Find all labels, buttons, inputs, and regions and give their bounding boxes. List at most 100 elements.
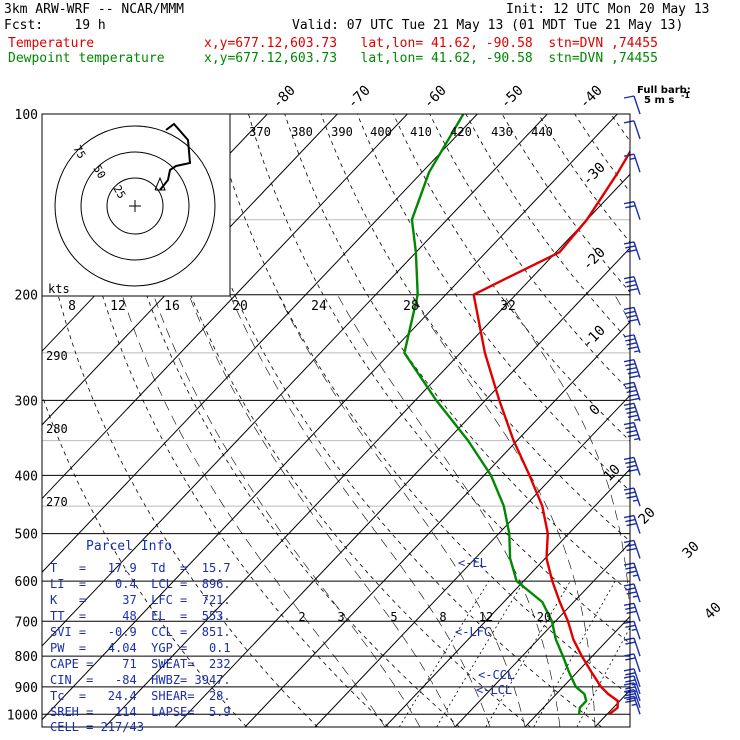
wind-barb-flag (629, 375, 640, 379)
wind-barb-half-flag (634, 418, 640, 421)
isotherm-line (384, 468, 630, 727)
moist-adiabat-line (700, 295, 738, 727)
parcel-row: TT = 48 EL = 553. (50, 609, 231, 623)
wind-barb-flag (623, 637, 635, 641)
wind-barb-flag (626, 342, 637, 346)
isotherm-line (244, 321, 630, 727)
wind-barb-flag (623, 675, 635, 679)
temperature-tick-label: -80 (270, 83, 299, 112)
temperature-profile-line (472, 149, 630, 716)
wind-barb-flag (626, 410, 637, 414)
theta-label: 400 (370, 125, 392, 139)
wind-barb-flag (623, 95, 635, 99)
barb-legend-title: Full barb: (637, 85, 691, 96)
wind-barb-flag (626, 367, 637, 371)
wind-barb-flag (623, 695, 635, 699)
dry-adiabat-line (429, 114, 630, 392)
wind-barb-staff (633, 653, 641, 673)
wind-barb-staff (633, 241, 641, 261)
wind-barb-staff (633, 603, 641, 622)
moist-adiabat-line (735, 295, 740, 727)
parcel-row: CAPE = 71 SWEAT= 232 (50, 657, 231, 671)
wind-barb-staff (633, 201, 641, 220)
wind-barb-staff (633, 621, 641, 640)
moist-adiabat-line (229, 294, 491, 727)
wind-barb (623, 602, 641, 622)
wind-barb-staff (633, 422, 641, 441)
wind-barb (623, 583, 641, 603)
wind-barb (623, 95, 641, 115)
wind-barb-staff (633, 515, 641, 534)
wind-barb-flag (627, 318, 639, 323)
wind-barb-flag (623, 583, 635, 587)
wind-barb-flag (626, 696, 637, 701)
hodograph-box (41, 113, 231, 297)
isotherm-line (735, 114, 740, 727)
wind-barb-staff (633, 359, 641, 378)
temperature-tick-label: -30 (580, 160, 609, 189)
hodograph-trace (159, 122, 192, 191)
pressure-tick-label: 300 (15, 394, 38, 409)
wind-barb-flag (623, 402, 635, 406)
temperature-tick-label: -50 (498, 83, 527, 112)
mixing-ratio-line (533, 580, 616, 727)
wind-barb-flag (626, 429, 637, 434)
wind-barb-flag (623, 421, 635, 426)
pressure-tick-label: 700 (15, 615, 38, 630)
parcel-row: CELL = 217/43 (50, 720, 144, 734)
wind-barb-staff (633, 696, 641, 715)
temperature-tick-label: 0 (587, 402, 604, 419)
dewpoint-location: x,y=677.12,603.73 lat,lon= 41.62, -90.58… (204, 51, 658, 66)
wind-barb (623, 487, 641, 507)
pressure-tick-label: 100 (15, 108, 38, 123)
parcel-row: SREH = 114 LAPSE= 5.9 (50, 705, 231, 719)
pressure-tick-label: 900 (15, 681, 38, 696)
dewpoint-profile-line (403, 114, 588, 715)
wind-barb-flag (627, 371, 639, 375)
level-marker-label: <-LFC (455, 625, 491, 639)
theta-label: 280 (46, 422, 68, 436)
init-time: Init: 12 UTC Mon 20 May 13 (506, 2, 710, 17)
wind-barb-staff (633, 95, 641, 115)
wind-barb (623, 359, 641, 379)
wind-barb-half-flag (634, 350, 640, 353)
wind-barb-flag (623, 153, 635, 157)
mixing-ratio-line (634, 581, 709, 727)
isotherm-line (314, 394, 630, 727)
wind-barb-flag (626, 690, 637, 694)
mixing-ratio-line (576, 626, 630, 727)
dry-adiabat-line (356, 114, 630, 492)
wind-barb-flag (626, 464, 637, 469)
wind-barb-flag (626, 249, 637, 253)
moist-adiabat-line (337, 294, 561, 727)
level-marker-label: <-LCL (476, 683, 512, 697)
temperature-tick-label: 10 (601, 462, 624, 485)
dry-adiabat-line (175, 114, 602, 727)
wind-barb-staff (633, 276, 641, 295)
temperature-tick-label: -20 (580, 245, 609, 274)
theta-label: 270 (46, 495, 68, 509)
wind-barb-half-flag (631, 703, 637, 706)
wind-barb-flag (623, 306, 635, 311)
hodograph-speed-label: 20 (232, 299, 248, 314)
wind-barb-half-flag (632, 574, 639, 577)
wind-barb-staff (633, 334, 641, 354)
isotherm-line (42, 114, 408, 500)
wind-barb (623, 620, 641, 640)
wind-barb-staff (633, 668, 641, 688)
wind-barb-staff (633, 120, 641, 140)
moist-adiabat-line (278, 294, 526, 727)
pressure-tick-label: 500 (15, 528, 38, 543)
temperature-tick-label: -60 (421, 83, 450, 112)
hodograph-speed-label: 16 (164, 299, 180, 314)
wind-barb-flag (623, 120, 635, 124)
wind-barb-half-flag (631, 683, 637, 686)
isotherm-line (174, 247, 630, 727)
mixing-ratio-line (436, 580, 525, 727)
mixing-ratio-label: 2 (298, 610, 305, 624)
moist-adiabat-line (153, 294, 421, 727)
wind-barb-flag (626, 389, 637, 394)
mixing-ratio-label: 20 (537, 610, 551, 624)
wind-barb-staff (633, 153, 641, 173)
